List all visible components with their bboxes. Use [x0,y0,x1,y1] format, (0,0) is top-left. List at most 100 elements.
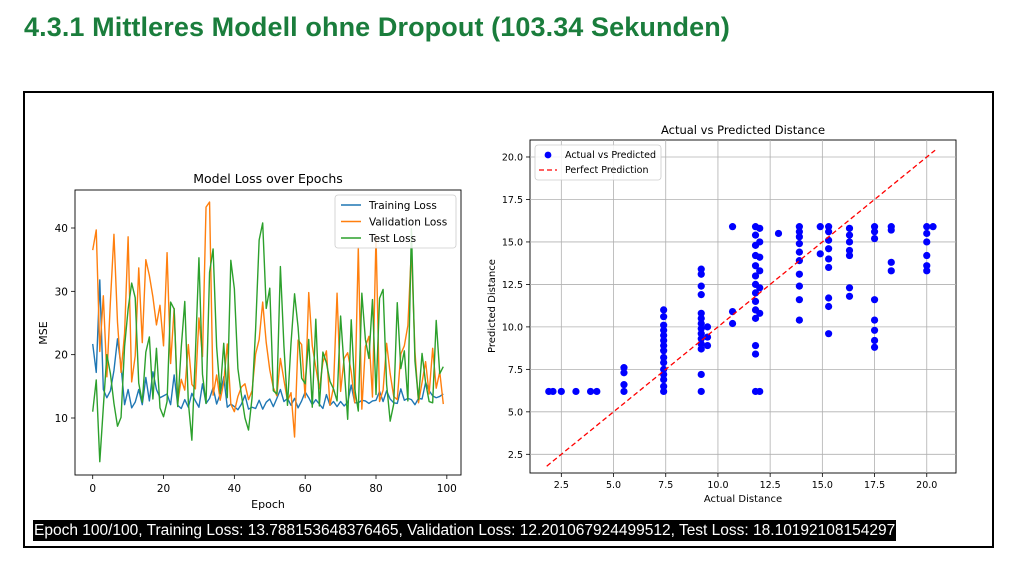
legend-label: Actual vs Predicted [565,150,656,161]
scatter-point [660,365,668,373]
scatter-chart-ylabel: Predicted Distance [487,259,498,353]
scatter-point [845,231,854,239]
y-tick-label: 15.0 [502,237,523,248]
scatter-point [774,229,783,238]
x-tick-label: 80 [369,483,382,495]
scatter-point [825,302,833,311]
scatter-point [816,250,824,258]
scatter-point [870,326,879,334]
legend-swatch [544,151,552,159]
scatter-point [728,319,737,328]
scatter-point [870,316,879,324]
scatter-point [697,291,705,299]
scatter-point [825,255,833,263]
scatter-point [887,267,895,275]
x-tick-label: 15.0 [812,480,833,491]
scatter-point [660,358,668,367]
scatter-point [751,314,760,322]
scatter-point [660,313,668,321]
scatter-point [620,364,628,372]
scatter-point [620,381,628,389]
loss-chart-ylabel: MSE [37,321,50,344]
scatter-point [703,323,712,331]
y-tick-label: 17.5 [502,195,523,206]
perfect-prediction-line [546,149,936,467]
scatter-point [845,246,854,255]
scatter-point [825,263,833,272]
scatter-point [845,292,854,300]
legend-box [534,144,662,181]
scatter-point [703,333,712,341]
scatter-point [557,387,565,396]
y-tick-label: 20 [55,350,68,362]
scatter-point [549,387,557,396]
scatter-point [660,336,668,345]
legend-label: Training Loss [368,200,437,212]
scatter-point [703,341,712,350]
y-tick-label: 5.0 [508,407,523,418]
scatter-point [845,284,854,292]
training-status-output: Epoch 100/100, Training Loss: 13.7881536… [33,520,897,541]
scatter-point [697,335,705,343]
section-heading: 4.3.1 Mittleres Modell ohne Dropout (103… [24,12,730,42]
scatter-chart-legend: Actual vs Predicted Perfect Prediction [534,144,662,181]
scatter-chart-title: Actual vs Predicted Distance [661,123,825,137]
scatter-point [870,234,879,243]
x-tick-label: 100 [437,483,457,495]
scatter-point [756,224,764,232]
scatter-point [870,336,879,345]
loss-chart-legend: Training Loss Validation Loss Test Loss [334,194,457,249]
scatter-point [697,282,705,290]
scatter-point [697,330,705,338]
x-tick-label: 60 [298,483,311,495]
scatter-point [660,331,668,339]
scatter-point [756,238,764,246]
scatter-point [572,387,580,396]
scatter-point [697,265,705,273]
legend-label: Perfect Prediction [565,165,649,176]
scatter-point [756,309,764,317]
scatter-point [825,294,833,302]
scatter-point [887,223,895,231]
x-tick-label: 20 [157,483,170,495]
scatter-point [825,245,833,253]
scatter-point [756,267,764,275]
scatter-point [660,306,668,314]
legend-label: Test Loss [368,233,416,245]
scatter-point [795,248,803,256]
scatter-chart-xlabel: Actual Distance [704,494,782,505]
scatter-chart: Actual vs Predicted Distance Actual Dist… [487,123,957,505]
scatter-point [697,319,705,328]
scatter-point [751,341,760,350]
scatter-point [728,308,737,316]
loss-chart: Model Loss over Epochs Epoch MSE 0 20 40 60… [37,171,462,511]
scatter-point [660,375,668,384]
scatter-point [795,233,803,241]
y-tick-label: 2.5 [508,450,523,461]
scatter-point [795,296,803,304]
scatter-point [697,345,705,353]
x-tick-label: 5.0 [606,480,621,491]
scatter-point [870,296,879,304]
scatter-point [923,251,931,260]
scatter-point [756,284,764,292]
scatter-point [795,282,803,290]
scatter-point [660,382,668,390]
scatter-point [697,324,705,333]
y-tick-label: 7.5 [508,365,523,376]
scatter-point [929,223,937,231]
scatter-point [887,258,895,266]
scatter-point [660,387,668,396]
legend-box [334,194,457,249]
y-tick-label: 10.0 [502,322,523,333]
scatter-point [923,229,931,238]
x-tick-label: 7.5 [658,480,673,491]
scatter-point [697,270,705,278]
scatter-point [660,321,668,329]
scatter-point [697,387,705,396]
x-tick-label: 40 [228,483,241,495]
scatter-point [593,387,601,396]
loss-chart-xlabel: Epoch [251,498,285,511]
y-tick-label: 10 [55,413,68,425]
